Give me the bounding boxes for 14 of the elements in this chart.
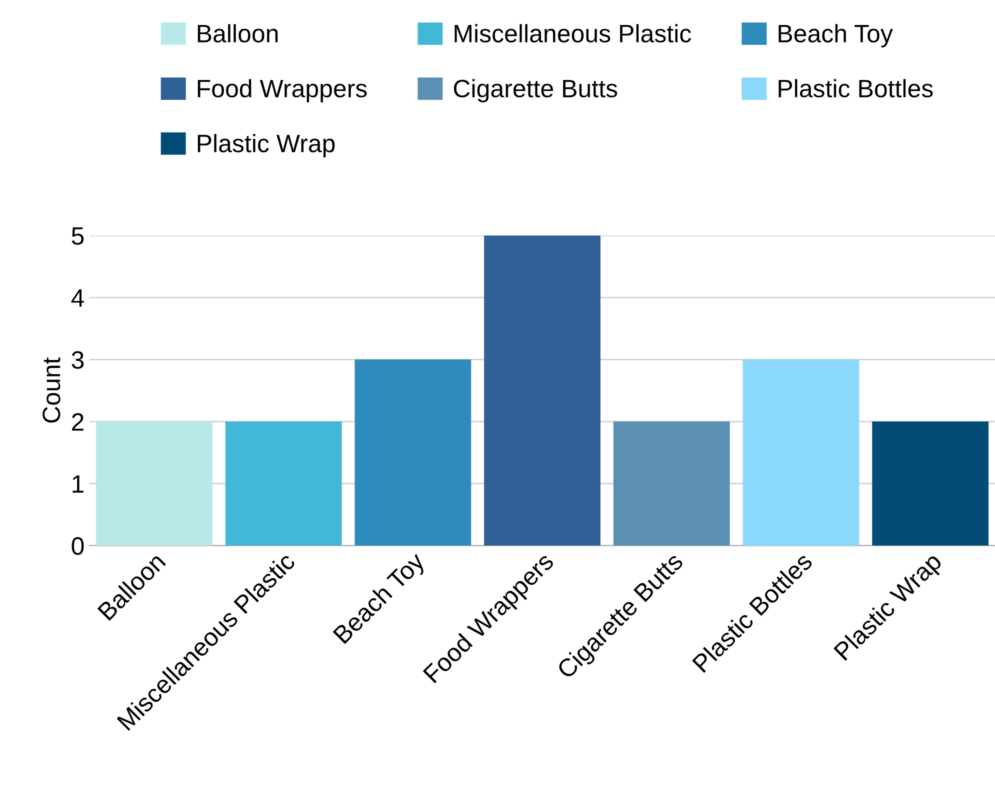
legend-label: Food Wrappers [198, 79, 367, 102]
y-tick-label: 0 [72, 537, 84, 555]
legend-label: Balloon [198, 24, 278, 42]
y-tick-label: 4 [71, 289, 84, 307]
y-axis-title: Count [42, 357, 60, 423]
y-tick-label: 5 [72, 227, 84, 245]
legend-label: Cigarette Butts [454, 79, 618, 102]
y-tick-label: 2 [72, 413, 84, 431]
legend-label: Plastic Bottles [778, 79, 933, 98]
y-tick-label: 3 [72, 351, 84, 369]
legend-label: Beach Toy [778, 24, 893, 48]
y-tick-label: 1 [72, 475, 84, 493]
legend-label: Plastic Wrap [198, 134, 335, 158]
legend-label: Miscellaneous Plastic [454, 24, 692, 42]
